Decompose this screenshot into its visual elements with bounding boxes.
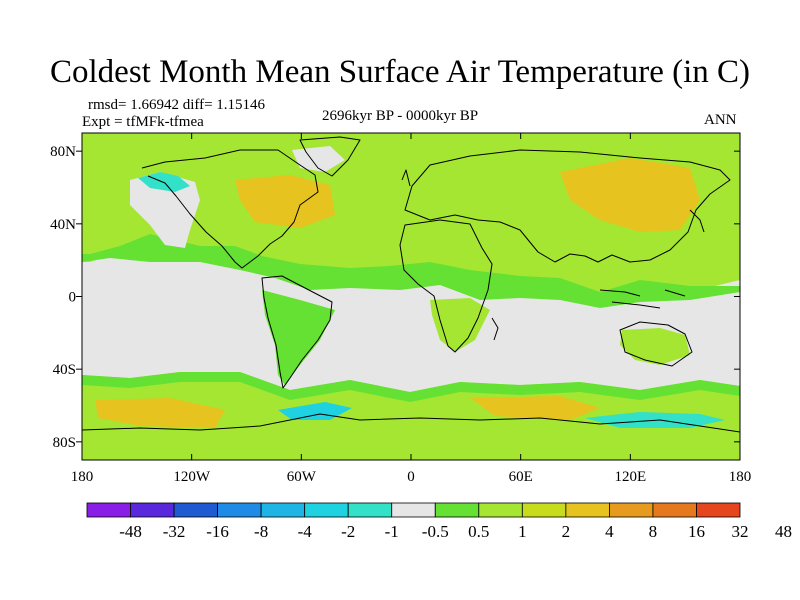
colorbar-swatch (130, 502, 175, 518)
field-namerica-gold (235, 175, 335, 228)
colorbar-label: -4 (298, 522, 313, 541)
experiment-label: Expt = tfMFk-tfmea (82, 114, 204, 130)
coast-africa (399, 219, 493, 353)
colorbar (86, 502, 741, 518)
lat-tick-label: 40S (53, 362, 76, 378)
field-south-pacific-gold (95, 398, 225, 428)
lon-tick-label: 120E (614, 469, 646, 485)
colorbar-swatch (609, 502, 654, 518)
colorbar-swatch (260, 502, 306, 518)
field-ne-pacific (130, 172, 200, 248)
latitude-axis: 80N 40N 0 40S 80S (50, 144, 740, 451)
colorbar-label: 16 (688, 522, 705, 541)
coast-australia (619, 321, 693, 367)
colorbar-swatch (304, 502, 349, 518)
colorbar-swatch (434, 502, 480, 518)
colorbar-label: -8 (254, 522, 268, 541)
colorbar-label: 8 (649, 522, 658, 541)
colorbar-swatch (521, 502, 567, 518)
coast-indonesia (599, 289, 686, 309)
colorbar-label: 2 (562, 522, 571, 541)
field-africa (430, 298, 490, 352)
field-australia (620, 328, 690, 365)
coast-south-america (261, 275, 333, 389)
field-eurasia-gold (560, 158, 700, 232)
lon-tick-label: 60E (509, 469, 533, 485)
field-southern-band (82, 372, 740, 460)
longitude-axis: 180 120W 60W 0 60E 120E 180 (71, 133, 752, 485)
lon-tick-label: 180 (71, 469, 94, 485)
field-south-america (262, 290, 335, 385)
season-label: ANN (704, 112, 737, 128)
colorbar-swatch (696, 502, 741, 518)
colorbar-label: -48 (119, 522, 142, 541)
coastlines (82, 136, 740, 433)
colorbar-label: 4 (605, 522, 614, 541)
period-label: 2696kyr BP - 0000kyr BP (322, 108, 479, 124)
colorbar-swatch (652, 502, 697, 518)
colorbar-label: 0.5 (468, 522, 489, 541)
stats-text: rmsd= 1.66942 diff= 1.15146 (88, 97, 266, 113)
lat-tick-label: 0 (69, 290, 77, 306)
lon-tick-label: 0 (407, 469, 415, 485)
colorbar-swatch (173, 502, 218, 518)
coast-north-america (141, 149, 319, 269)
colorbar-swatch (391, 502, 436, 518)
colorbar-label: 1 (518, 522, 527, 541)
colorbar-swatch (86, 502, 131, 518)
map-title: Coldest Month Mean Surface Air Temperatu… (50, 54, 750, 90)
field-south-atlantic-gold (470, 396, 600, 420)
temperature-field (82, 133, 740, 460)
field-equator-lightgreen (82, 234, 740, 308)
lon-tick-label: 60W (287, 469, 317, 485)
colorbar-label: -0.5 (422, 522, 449, 541)
field-weddell-cyan (278, 402, 352, 420)
colorbar-swatch (217, 502, 262, 518)
colorbar-swatch (565, 502, 610, 518)
lat-tick-label: 40N (50, 217, 76, 233)
colorbar-label: -32 (163, 522, 186, 541)
coast-britain (401, 169, 411, 187)
colorbar-label: 48 (775, 522, 792, 541)
colorbar-swatch (347, 502, 393, 518)
coast-madagascar (491, 317, 499, 341)
lat-tick-label: 80S (53, 435, 76, 451)
lat-tick-label: 80N (50, 144, 76, 160)
field-arctic-neutral (292, 146, 345, 172)
field-southern-strip (82, 372, 740, 402)
lon-tick-label: 120W (173, 469, 211, 485)
colorbar-label: -2 (341, 522, 355, 541)
colorbar-labels: -48 -32 -16 -8 -4 -2 -1 -0.5 0.5 1 2 4 8 16 32 48 (119, 522, 792, 541)
colorbar-label: 32 (732, 522, 749, 541)
coast-japan (689, 209, 705, 233)
colorbar-label: -1 (385, 522, 399, 541)
lon-tick-label: 180 (729, 469, 752, 485)
coast-greenland (299, 136, 361, 177)
colorbar-swatch (478, 502, 523, 518)
coast-eurasia (404, 149, 731, 263)
colorbar-label: -16 (206, 522, 229, 541)
coast-antarctica (82, 413, 740, 433)
